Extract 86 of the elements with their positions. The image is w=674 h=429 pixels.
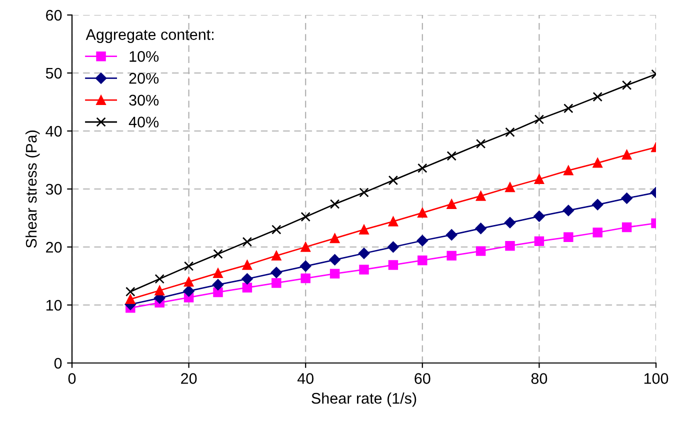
point bbox=[621, 192, 632, 204]
point bbox=[562, 204, 574, 216]
legend-label: 20% bbox=[129, 72, 159, 84]
point bbox=[300, 260, 312, 272]
point bbox=[300, 273, 310, 284]
point bbox=[505, 182, 515, 192]
x-tick-label: 100 bbox=[644, 373, 668, 384]
point bbox=[505, 127, 515, 138]
point bbox=[242, 273, 253, 285]
point bbox=[154, 274, 164, 284]
point bbox=[388, 241, 399, 253]
point bbox=[359, 224, 369, 234]
point bbox=[622, 222, 632, 232]
point bbox=[564, 232, 574, 242]
point bbox=[272, 278, 282, 288]
point bbox=[242, 282, 252, 292]
point bbox=[330, 199, 340, 209]
x-axis-title: Shear rate (1/s) bbox=[312, 392, 416, 407]
point bbox=[184, 276, 194, 287]
legend-title: Aggregate content: bbox=[86, 29, 214, 43]
point bbox=[359, 188, 369, 198]
point bbox=[534, 236, 544, 246]
point bbox=[446, 229, 458, 240]
point bbox=[242, 260, 252, 270]
y-tick-label: 10 bbox=[46, 300, 62, 311]
point bbox=[388, 175, 398, 186]
point bbox=[622, 80, 632, 90]
legend-label: 30% bbox=[129, 94, 159, 106]
point bbox=[476, 138, 486, 149]
legend-label: 40% bbox=[128, 116, 159, 128]
point bbox=[564, 166, 574, 176]
point bbox=[388, 216, 398, 226]
point bbox=[418, 208, 428, 218]
point bbox=[416, 235, 428, 246]
point bbox=[592, 199, 604, 210]
point bbox=[592, 228, 602, 238]
point bbox=[504, 217, 516, 228]
point bbox=[126, 286, 136, 297]
point bbox=[592, 158, 602, 168]
point bbox=[272, 224, 282, 234]
point bbox=[534, 174, 544, 184]
legend-label: 10% bbox=[130, 51, 159, 62]
point bbox=[388, 260, 398, 270]
x-tick-label: 80 bbox=[531, 373, 548, 384]
point bbox=[213, 249, 223, 259]
point bbox=[272, 250, 282, 261]
y-tick-label: 20 bbox=[46, 242, 62, 253]
point bbox=[534, 114, 544, 124]
point bbox=[564, 104, 574, 114]
point bbox=[270, 266, 282, 278]
point bbox=[359, 264, 369, 274]
point bbox=[446, 199, 456, 209]
point bbox=[592, 92, 602, 102]
point bbox=[212, 279, 224, 290]
y-tick-label: 50 bbox=[46, 68, 62, 79]
point bbox=[475, 222, 486, 234]
y-axis-title: Shear stress (Pa) bbox=[25, 130, 40, 248]
point bbox=[534, 210, 545, 222]
point bbox=[300, 242, 310, 252]
point bbox=[300, 212, 310, 222]
point bbox=[446, 250, 456, 261]
point bbox=[622, 150, 632, 160]
point bbox=[154, 286, 164, 296]
x-tick-label: 60 bbox=[414, 373, 430, 384]
point bbox=[183, 285, 194, 297]
point bbox=[330, 268, 340, 279]
point bbox=[358, 248, 370, 259]
point bbox=[505, 240, 515, 251]
point bbox=[476, 191, 486, 201]
x-tick-label: 40 bbox=[297, 373, 314, 384]
point bbox=[330, 233, 340, 244]
point bbox=[476, 246, 486, 256]
point bbox=[242, 236, 252, 247]
point bbox=[418, 255, 428, 266]
point bbox=[329, 254, 340, 266]
point bbox=[213, 268, 223, 278]
point bbox=[184, 261, 194, 271]
point bbox=[418, 163, 428, 173]
y-tick-label: 0 bbox=[54, 358, 62, 369]
point bbox=[446, 151, 456, 161]
x-tick-label: 0 bbox=[68, 373, 76, 384]
y-tick-label: 30 bbox=[46, 184, 62, 195]
y-tick-label: 40 bbox=[46, 126, 62, 137]
y-tick-label: 60 bbox=[46, 10, 62, 21]
point bbox=[126, 294, 136, 304]
x-tick-label: 20 bbox=[181, 373, 197, 384]
